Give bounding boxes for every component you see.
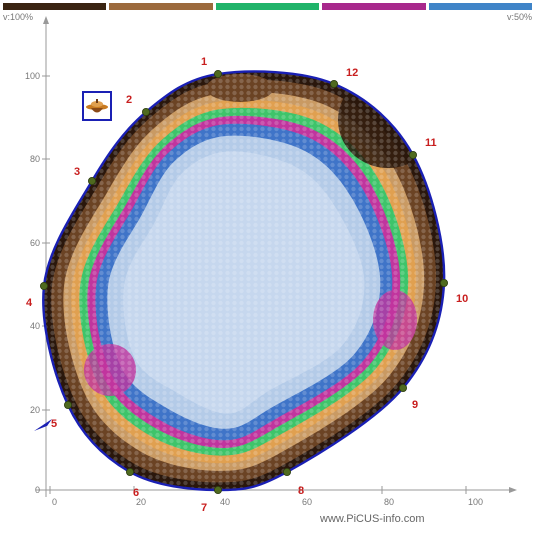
y-tick-label: 40 <box>30 321 40 331</box>
y-axis-arrow-icon <box>43 16 49 24</box>
x-tick-label: 60 <box>302 497 312 507</box>
sensor-point <box>398 383 407 392</box>
x-ticks: 0 20 40 60 80 100 <box>49 486 483 507</box>
legend-left-label: v:100% <box>3 12 34 22</box>
x-tick-label: 40 <box>220 497 230 507</box>
y-tick-label: 100 <box>25 71 40 81</box>
sensor-point <box>329 80 338 89</box>
y-ticks: 0 20 40 60 80 100 <box>25 71 50 495</box>
sensor-point <box>64 400 73 409</box>
sensor-point <box>408 150 417 159</box>
sensor-label-10: 10 <box>456 293 468 305</box>
sensor-label-3: 3 <box>74 166 80 178</box>
sensor-label-2: 2 <box>126 94 132 106</box>
sensor-point <box>40 281 49 290</box>
sensor-label-6: 6 <box>133 487 139 499</box>
x-tick-label: 20 <box>136 497 146 507</box>
x-tick-label: 100 <box>468 497 483 507</box>
sensor-point <box>213 485 222 494</box>
sensor-point <box>88 176 97 185</box>
color-legend-bar <box>3 3 533 10</box>
y-tick-label: 20 <box>30 405 40 415</box>
legend-seg-1 <box>3 3 107 10</box>
sensor-point <box>439 278 448 287</box>
sensor-point <box>141 108 150 117</box>
sensor-label-11: 11 <box>425 137 437 149</box>
y-tick-label: 80 <box>30 154 40 164</box>
sensor-point <box>126 467 135 476</box>
direction-arrow-icon <box>34 419 52 431</box>
sensor-label-7: 7 <box>201 502 207 514</box>
legend-seg-2 <box>109 3 213 10</box>
sensor-label-4: 4 <box>26 297 33 309</box>
sensor-point <box>213 70 222 79</box>
x-axis-arrow-icon <box>509 487 517 493</box>
watermark: www.PiCUS-info.com <box>320 513 425 525</box>
legend-seg-3 <box>215 3 320 10</box>
legend-seg-5 <box>428 3 533 10</box>
x-tick-label: 0 <box>52 497 57 507</box>
y-tick-label: 0 <box>35 485 40 495</box>
y-tick-label: 60 <box>30 238 40 248</box>
sensor-label-9: 9 <box>412 399 418 411</box>
legend-seg-4 <box>322 3 426 10</box>
sensor-label-5: 5 <box>51 418 57 430</box>
sensor-label-12: 12 <box>346 67 358 79</box>
sensor-point <box>282 467 291 476</box>
axes <box>36 16 517 497</box>
x-tick-label: 80 <box>384 497 394 507</box>
sensor-label-8: 8 <box>298 485 304 497</box>
legend-right-label: v:50% <box>506 12 532 22</box>
sensor-label-1: 1 <box>201 56 207 68</box>
tree-logo-box <box>82 91 112 121</box>
sensor-points <box>40 70 448 494</box>
tree-logo-icon <box>86 99 108 113</box>
